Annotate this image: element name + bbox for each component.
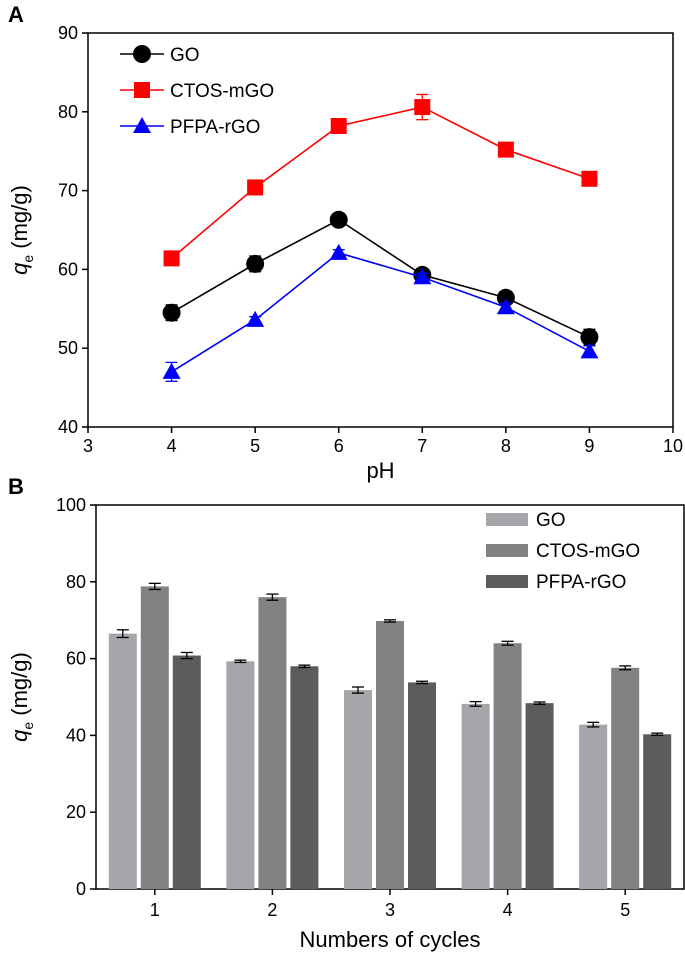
legend-label: PFPA-rGO <box>170 117 260 138</box>
x-tick-label: 8 <box>501 436 511 456</box>
data-point <box>162 362 181 379</box>
x-tick-label: 4 <box>503 900 513 920</box>
bar <box>408 682 436 889</box>
y-tick-label: 40 <box>66 725 86 745</box>
x-tick-label: 2 <box>267 900 277 920</box>
chart-panel-b: 0 20 40 60 80 100 1 2 3 4 5 Numbers of cycles qe (mg… <box>7 474 685 952</box>
y-axis-label: qe (mg/g) <box>7 185 36 275</box>
y-tick-label: 100 <box>56 495 86 515</box>
x-tick-label: 6 <box>334 436 344 456</box>
x-tick-label: 10 <box>663 436 683 456</box>
series-go <box>162 210 599 347</box>
bar <box>226 661 255 889</box>
data-point <box>496 288 515 307</box>
x-tick-label: 7 <box>417 436 427 456</box>
data-point <box>581 170 598 187</box>
y-tick-label: 70 <box>58 181 78 201</box>
x-tick-label: 9 <box>584 436 594 456</box>
legend-label: GO <box>536 510 566 531</box>
data-point <box>329 243 348 260</box>
bar <box>461 703 490 889</box>
data-point <box>580 342 599 359</box>
bar <box>140 586 169 889</box>
y-tick-label: 50 <box>58 338 78 358</box>
data-point <box>162 303 181 322</box>
data-point <box>329 210 348 229</box>
data-point <box>413 268 432 285</box>
y-axis-label: qe (mg/g) <box>7 652 36 742</box>
series-line <box>171 218 590 338</box>
series-pfpa-rgo <box>162 243 599 382</box>
y-tick-label: 80 <box>66 572 86 592</box>
y-tick-label: 20 <box>66 802 86 822</box>
data-point <box>330 117 347 134</box>
bar <box>643 734 672 889</box>
data-point <box>246 254 265 273</box>
y-tick-label: 60 <box>66 649 86 669</box>
data-point <box>246 310 265 327</box>
legend-label: CTOS-mGO <box>536 541 640 562</box>
series-line <box>171 251 590 373</box>
legend-label: GO <box>170 45 200 66</box>
series-ctos-mgo <box>163 93 598 267</box>
legend-swatch <box>486 544 528 557</box>
bar <box>376 620 404 889</box>
x-tick-label: 3 <box>385 900 395 920</box>
bar <box>108 633 137 889</box>
data-point <box>496 298 515 315</box>
legend-marker <box>133 45 151 63</box>
x-tick-label: 3 <box>83 436 93 456</box>
x-axis-label: pH <box>366 458 394 483</box>
bar <box>525 703 554 889</box>
x-tick-label: 1 <box>150 900 160 920</box>
data-point <box>497 141 514 158</box>
plot-frame <box>87 32 674 428</box>
bar <box>611 667 640 889</box>
legend-swatch <box>486 575 528 588</box>
y-tick-label: 80 <box>58 102 78 122</box>
y-tick-label: 60 <box>58 259 78 279</box>
y-tick-label: 0 <box>76 879 86 899</box>
x-tick-label: 4 <box>167 436 177 456</box>
y-tick-label: 40 <box>58 417 78 437</box>
legend-swatch <box>486 513 528 526</box>
data-point <box>414 99 431 116</box>
bar <box>290 666 319 889</box>
x-axis-label: Numbers of cycles <box>300 927 481 952</box>
data-point <box>580 328 599 347</box>
bar <box>172 655 201 889</box>
panel-label: A <box>8 2 24 27</box>
data-point <box>247 179 264 196</box>
legend-label: PFPA-rGO <box>536 572 626 593</box>
series-line <box>171 106 590 259</box>
bar <box>344 690 372 889</box>
legend-marker <box>133 117 151 133</box>
legend-label: CTOS-mGO <box>170 81 274 102</box>
bar <box>258 597 287 889</box>
y-tick-label: 90 <box>58 23 78 43</box>
x-tick-label: 5 <box>250 436 260 456</box>
x-tick-label: 5 <box>620 900 630 920</box>
legend-marker <box>134 82 150 98</box>
data-point <box>163 250 180 267</box>
chart-panel-a: 3 4 5 6 7 8 9 10 40 50 60 70 80 90 pH qe (mg/g) A GO CTOS-… <box>7 2 683 483</box>
panel-label: B <box>8 474 24 499</box>
bar <box>493 643 522 889</box>
bar <box>579 724 608 889</box>
